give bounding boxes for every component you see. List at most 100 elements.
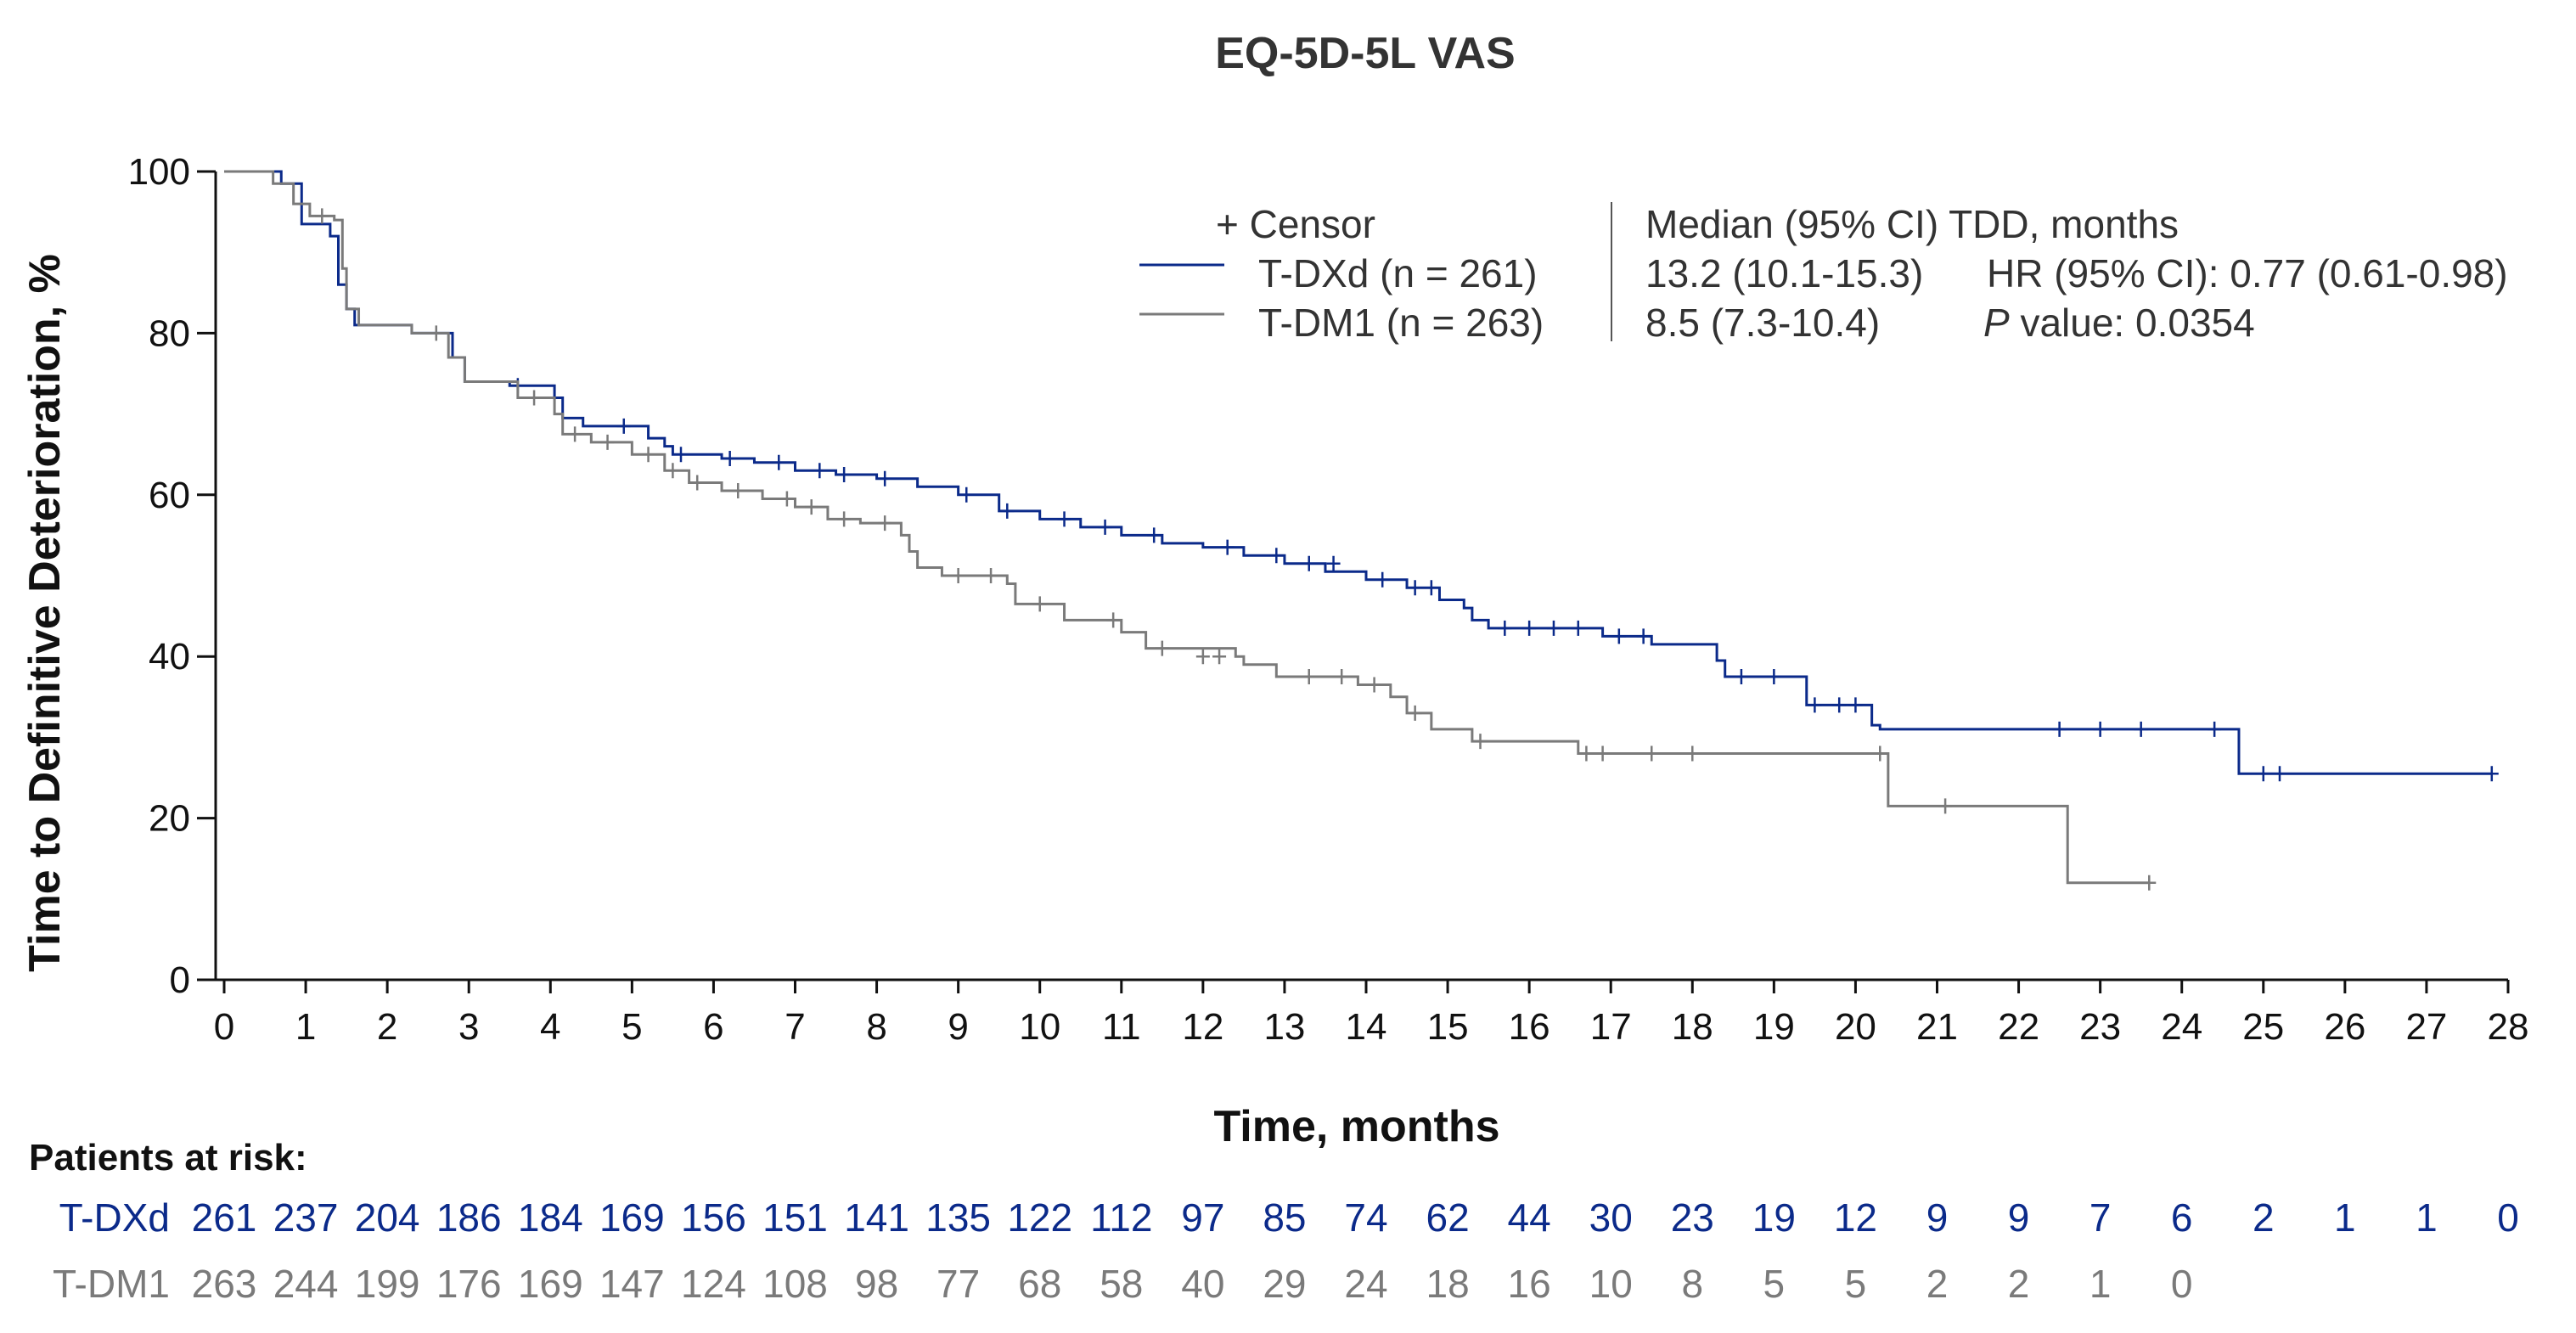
x-tick-label: 27: [2405, 1006, 2447, 1048]
risk-value: 12: [1834, 1195, 1877, 1240]
risk-value: 135: [925, 1195, 991, 1240]
risk-value: 58: [1100, 1262, 1143, 1306]
x-tick-label: 20: [1835, 1006, 1876, 1048]
chart-title: EQ-5D-5L VAS: [1215, 29, 1516, 78]
series-1-censor-mark: [1408, 705, 1422, 721]
series-0-censor-mark: [1808, 697, 1822, 713]
series-1-censor-mark: [731, 483, 745, 499]
series-1-censor-mark: [690, 475, 705, 491]
series-0-censor-mark: [1498, 620, 1512, 636]
risk-value: 62: [1426, 1195, 1469, 1240]
risk-value: 97: [1181, 1195, 1224, 1240]
risk-value: 124: [681, 1262, 746, 1306]
x-axis-label: Time, months: [1213, 1102, 1499, 1151]
series-0-censor-mark: [2273, 766, 2286, 782]
x-tick-label: 1: [295, 1006, 316, 1048]
x-tick-label: 24: [2161, 1006, 2202, 1048]
series-0-censor-mark: [1636, 628, 1651, 644]
risk-value: 23: [1671, 1195, 1714, 1240]
risk-value: 2: [2008, 1262, 2030, 1306]
risk-value: 30: [1589, 1195, 1633, 1240]
x-tick-label: 4: [540, 1006, 560, 1048]
x-tick-label: 8: [866, 1006, 886, 1048]
series-1-censor-mark: [568, 426, 582, 442]
x-tick-label: 16: [1509, 1006, 1550, 1048]
series-1-censor-mark: [1212, 649, 1227, 665]
x-tick-label: 17: [1590, 1006, 1632, 1048]
risk-value: 1: [2334, 1195, 2356, 1240]
series-0-censor-mark: [1611, 628, 1626, 644]
legend-p-value: P value: 0.0354: [1983, 301, 2255, 345]
x-tick-label: 12: [1182, 1006, 1223, 1048]
x-tick-label: 7: [785, 1006, 805, 1048]
series-0-censor-mark: [878, 470, 892, 487]
series-0-censor-mark: [2052, 721, 2067, 737]
legend-p-rest: value: 0.0354: [2010, 301, 2255, 345]
risk-value: 186: [436, 1195, 502, 1240]
risk-value: 141: [844, 1195, 909, 1240]
risk-value: 112: [1090, 1195, 1152, 1240]
risk-value: 2: [2253, 1195, 2275, 1240]
series-0-censor-mark: [2093, 721, 2107, 737]
series-1-censor-mark: [600, 434, 615, 450]
risk-value: 156: [681, 1195, 746, 1240]
risk-value: 24: [1344, 1262, 1387, 1306]
series-1-censor-mark: [804, 499, 818, 515]
series-0-censor-mark: [1375, 571, 1390, 588]
series-1-censor-mark: [1579, 745, 1594, 762]
y-axis-label: Time to Definitive Deterioration, %: [20, 254, 70, 972]
x-tick-label: 19: [1753, 1006, 1795, 1048]
risk-value: 151: [762, 1195, 828, 1240]
risk-value: 0: [2497, 1195, 2519, 1240]
risk-value: 44: [1508, 1195, 1551, 1240]
series-0-curve: [224, 170, 2492, 775]
risk-table-heading: Patients at risk:: [29, 1137, 307, 1178]
series-1-censor-mark: [641, 447, 655, 463]
legend: + Censor T-DXd (n = 261) T-DM1 (n = 263)…: [1139, 202, 2508, 345]
x-tick-label: 3: [458, 1006, 479, 1048]
risk-value: 261: [192, 1195, 257, 1240]
legend-median-header: Median (95% CI) TDD, months: [1645, 202, 2179, 246]
series-0-censor-mark: [1408, 580, 1422, 596]
risk-value: 263: [192, 1262, 257, 1306]
series-1-censor-mark: [1473, 734, 1488, 750]
risk-value: 2: [1926, 1262, 1949, 1306]
risk-value: 169: [599, 1195, 665, 1240]
risk-value: 8: [1681, 1262, 1703, 1306]
risk-value: 147: [599, 1262, 665, 1306]
series-0-censor-mark: [1734, 669, 1748, 684]
x-tick-label: 13: [1263, 1006, 1305, 1048]
risk-value: 10: [1589, 1262, 1633, 1306]
risk-value: 6: [2171, 1195, 2193, 1240]
risk-value: 40: [1181, 1262, 1224, 1306]
risk-value: 176: [436, 1262, 502, 1306]
x-tick-label: 25: [2242, 1006, 2284, 1048]
series-1-censor-mark: [1645, 745, 1659, 762]
risk-value: 9: [1926, 1195, 1949, 1240]
series-1-censor-mark: [666, 463, 680, 479]
risk-value: 85: [1263, 1195, 1306, 1240]
risk-value: 204: [355, 1195, 420, 1240]
x-tick-label: 5: [622, 1006, 642, 1048]
series-0-censor-mark: [1326, 555, 1341, 571]
series-0-censor-mark: [1098, 519, 1112, 535]
x-tick-label: 0: [214, 1006, 234, 1048]
series-0-censor-mark: [1767, 669, 1781, 684]
series-1-censor-mark: [1155, 640, 1169, 656]
x-tick-label: 22: [1998, 1006, 2039, 1048]
series-0-censor-mark: [1302, 555, 1316, 571]
risk-value: 98: [855, 1262, 898, 1306]
x-tick-label: 28: [2488, 1006, 2529, 1048]
x-tick-label: 9: [948, 1006, 968, 1048]
series-0-censor-mark: [813, 463, 827, 479]
series-0-censor-mark: [1220, 539, 1235, 555]
risk-value: 1: [2416, 1195, 2438, 1240]
risk-value: 237: [273, 1195, 339, 1240]
series-0-censor-mark: [1848, 697, 1863, 713]
x-tick-label: 11: [1102, 1006, 1141, 1048]
series-0-censor-mark: [616, 418, 631, 434]
legend-censor-label: + Censor: [1216, 202, 1375, 246]
legend-p-italic: P: [1983, 301, 2010, 345]
series-0-censor-mark: [2256, 766, 2270, 782]
